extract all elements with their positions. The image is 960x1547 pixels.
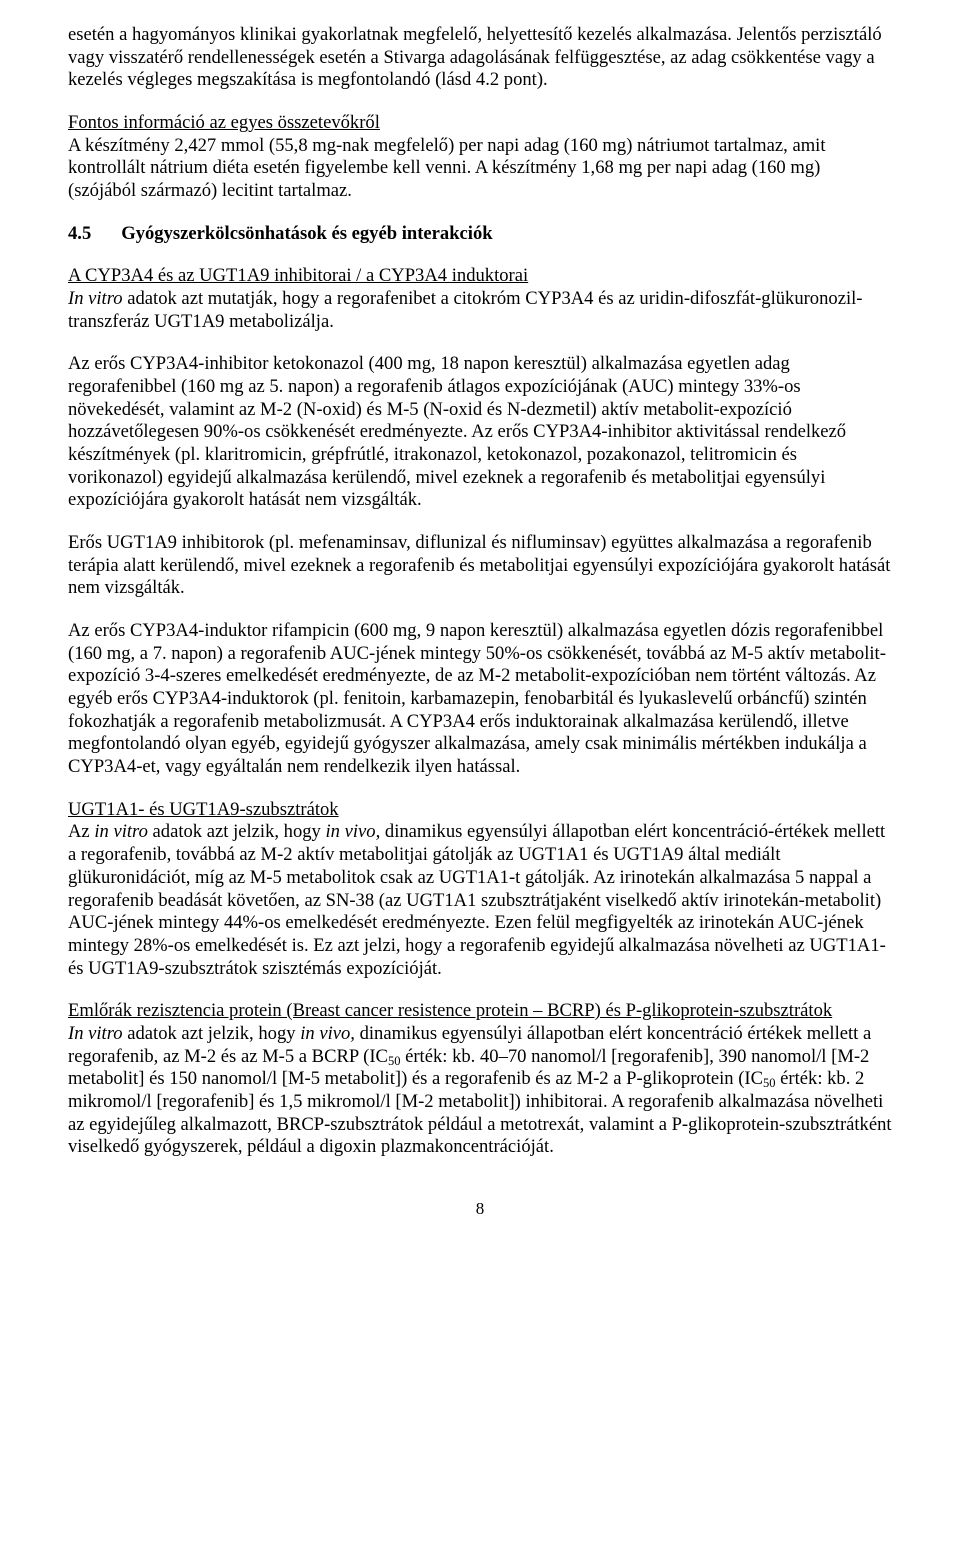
t-p7b: in vitro	[94, 821, 148, 842]
heading-cyp3a4: A CYP3A4 és az UGT1A9 inhibitorai / a CY…	[68, 265, 528, 286]
paragraph-ugt1a9-inhibitors: Erős UGT1A9 inhibitorok (pl. mefenaminsa…	[68, 532, 892, 600]
t-p8g-sub50: 50	[763, 1076, 776, 1090]
paragraph-bcrp: Emlőrák rezisztencia protein (Breast can…	[68, 1000, 892, 1159]
t-p7d: in vivo,	[326, 821, 381, 842]
t-p8a: In vitro	[68, 1023, 123, 1044]
t-p8e-sub50: 50	[388, 1054, 401, 1068]
page-number: 8	[68, 1199, 892, 1220]
paragraph-ugt-substrates: UGT1A1- és UGT1A9-szubsztrátok Az in vit…	[68, 799, 892, 980]
section-title: Gyógyszerkölcsönhatások és egyéb interak…	[121, 223, 492, 246]
t-p8c: in vivo,	[300, 1023, 355, 1044]
body-ingredient-info: A készítmény 2,427 mmol (55,8 mg-nak meg…	[68, 135, 826, 201]
t-p7a: Az	[68, 821, 94, 842]
heading-bcrp: Emlőrák rezisztencia protein (Breast can…	[68, 1000, 832, 1021]
text-cyp3a4-body: adatok azt mutatják, hogy a regorafenibe…	[68, 288, 862, 332]
section-heading-4-5: 4.5 Gyógyszerkölcsönhatások és egyéb int…	[68, 223, 892, 246]
heading-ugt-substrates: UGT1A1- és UGT1A9-szubsztrátok	[68, 799, 339, 820]
t-p7e: dinamikus egyensúlyi állapotban elért ko…	[68, 821, 886, 978]
t-p7c: adatok azt jelzik, hogy	[148, 821, 326, 842]
paragraph-intro: esetén a hagyományos klinikai gyakorlatn…	[68, 24, 892, 92]
section-number: 4.5	[68, 223, 91, 246]
paragraph-cyp3a4-intro: A CYP3A4 és az UGT1A9 inhibitorai / a CY…	[68, 265, 892, 333]
paragraph-rifampicin: Az erős CYP3A4-induktor rifampicin (600 …	[68, 620, 892, 779]
text-invitro: In vitro	[68, 288, 123, 309]
heading-ingredient-info: Fontos információ az egyes összetevőkről	[68, 112, 380, 133]
paragraph-ketokonazol: Az erős CYP3A4-inhibitor ketokonazol (40…	[68, 353, 892, 512]
paragraph-ingredient-info: Fontos információ az egyes összetevőkről…	[68, 112, 892, 203]
document-page: esetén a hagyományos klinikai gyakorlatn…	[0, 0, 960, 1260]
t-p8b: adatok azt jelzik, hogy	[123, 1023, 301, 1044]
